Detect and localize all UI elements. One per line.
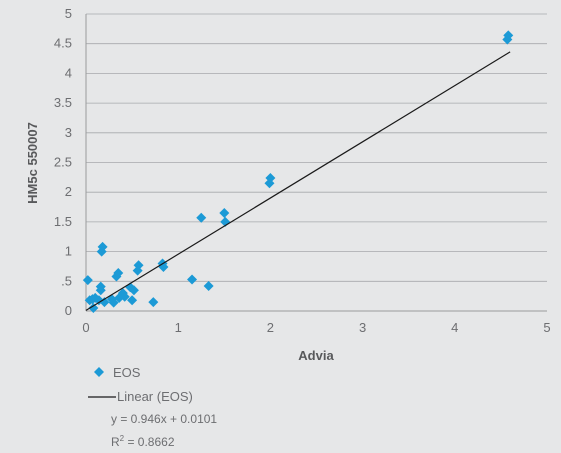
trendline	[85, 51, 511, 311]
x-tick-label: 1	[175, 320, 182, 335]
trendline-path	[85, 51, 511, 311]
data-point	[128, 285, 139, 296]
legend-eos-marker	[94, 367, 104, 377]
x-tick-label: 3	[359, 320, 366, 335]
r-squared-prefix: R	[111, 435, 120, 449]
r-squared-sup: 2	[120, 434, 125, 443]
data-point	[97, 241, 108, 252]
y-tick-label: 0	[65, 303, 72, 318]
data-point	[265, 172, 276, 183]
legend: EOS Linear (EOS) y = 0.946x + 0.0101 R2 …	[88, 365, 217, 449]
data-point	[187, 274, 198, 285]
x-tick-label: 5	[543, 320, 550, 335]
data-point	[133, 260, 144, 271]
y-tick-label: 1	[65, 244, 72, 259]
x-axis-ticks: 0 1 2 3 4 5	[82, 320, 550, 335]
data-point	[95, 281, 106, 292]
x-tick-label: 0	[82, 320, 89, 335]
data-point	[203, 281, 214, 292]
r-squared: R2 = 0.8662	[111, 434, 175, 449]
data-point	[119, 291, 130, 302]
y-tick-label: 4.5	[54, 36, 72, 51]
x-tick-label: 2	[267, 320, 274, 335]
data-point	[127, 295, 138, 306]
data-point	[503, 30, 514, 41]
y-tick-label: 3.5	[54, 95, 72, 110]
x-tick-label: 4	[451, 320, 458, 335]
data-point	[148, 297, 159, 308]
data-point	[196, 212, 207, 223]
data-point	[82, 275, 93, 286]
x-axis-title: Advia	[298, 348, 334, 363]
trend-equation: y = 0.946x + 0.0101	[111, 412, 217, 426]
y-axis-title: HM5c 550007	[25, 122, 40, 204]
y-tick-label: .5	[61, 273, 72, 288]
y-tick-label: 2	[65, 184, 72, 199]
legend-trend-label: Linear (EOS)	[117, 389, 193, 404]
legend-eos-label: EOS	[113, 365, 141, 380]
y-axis-ticks: 0 .5 1 1.5 2 2.5 3 3.5 4 4.5 5	[54, 6, 72, 318]
data-point	[108, 297, 119, 308]
y-tick-label: 5	[65, 6, 72, 21]
data-point	[113, 267, 124, 278]
data-point	[88, 303, 99, 314]
y-tick-label: 1.5	[54, 214, 72, 229]
y-tick-label: 2.5	[54, 155, 72, 170]
y-tick-label: 3	[65, 125, 72, 140]
grid-lines	[86, 13, 547, 282]
eos-points	[82, 30, 514, 314]
y-tick-label: 4	[65, 65, 72, 80]
data-point	[99, 297, 110, 308]
r-squared-value: = 0.8662	[124, 435, 175, 449]
data-point	[219, 207, 230, 218]
